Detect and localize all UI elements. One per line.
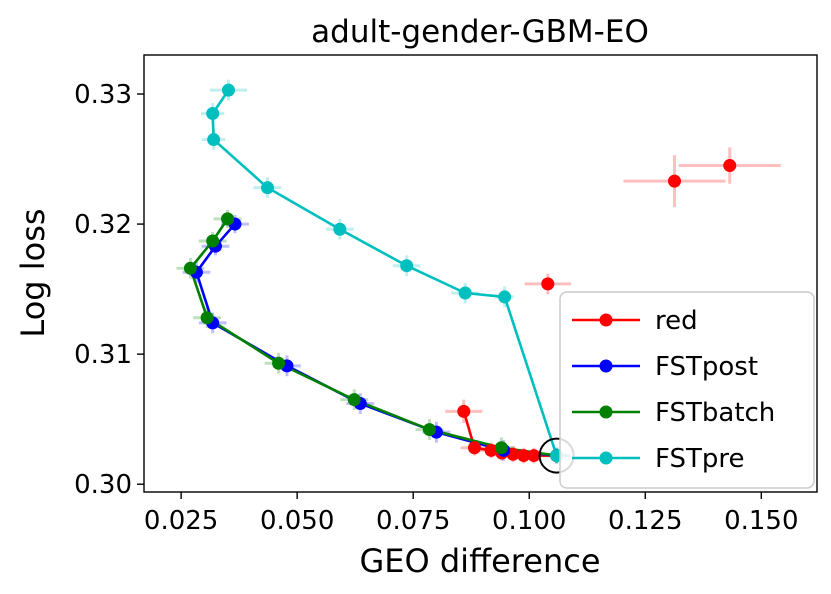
legend-marker-red	[599, 313, 613, 327]
legend-label-FSTpre: FSTpre	[655, 444, 745, 474]
y-tick-label: 0.33	[74, 80, 132, 110]
data-point-FSTpre	[333, 222, 347, 236]
data-point-FSTpre	[221, 83, 235, 97]
x-tick-label: 0.150	[724, 506, 798, 536]
data-point-FSTpre	[260, 181, 274, 195]
axes	[143, 54, 818, 493]
x-axis-label: GEO difference	[359, 542, 600, 580]
x-tick-label: 0.075	[376, 506, 450, 536]
legend-box	[559, 291, 815, 489]
data-point-FSTbatch	[206, 234, 220, 248]
data-point-red	[467, 441, 481, 455]
legend-label-FSTpost: FSTpost	[655, 352, 758, 382]
data-point-red	[517, 449, 531, 463]
x-tick-label: 0.025	[144, 506, 218, 536]
chart-title: adult-gender-GBM-EO	[311, 14, 649, 50]
data-point-red	[541, 277, 555, 291]
data-point-FSTpre	[498, 290, 512, 304]
data-point-FSTbatch	[183, 261, 197, 275]
data-point-FSTbatch	[272, 356, 286, 370]
plot-area	[176, 79, 781, 474]
y-tick-label: 0.32	[74, 210, 132, 240]
data-point-red	[668, 174, 682, 188]
y-axis-label: Log loss	[14, 208, 52, 337]
data-point-FSTpre	[206, 107, 220, 121]
axes-frame	[143, 54, 818, 493]
x-tick-label: 0.050	[260, 506, 334, 536]
data-point-FSTpre	[458, 286, 472, 300]
data-point-red	[723, 159, 737, 173]
legend-label-red: red	[655, 306, 698, 336]
data-point-FSTbatch	[494, 441, 508, 455]
legend-marker-FSTpost	[599, 359, 613, 373]
y-tick-label: 0.31	[74, 340, 132, 370]
data-point-FSTbatch	[347, 393, 361, 407]
data-point-red	[484, 443, 498, 457]
data-point-FSTpre	[207, 133, 221, 147]
x-tick-label: 0.100	[492, 506, 566, 536]
axis-ticks: 0.025 0.050 0.075 0.100 0.125 0.150 0.30 0.31 0.…	[74, 80, 798, 536]
data-point-red	[527, 449, 541, 463]
legend: red FSTpost FSTbatch FSTpre	[559, 291, 815, 489]
data-point-FSTbatch	[200, 311, 214, 325]
legend-marker-FSTpre	[599, 451, 613, 465]
y-tick-label: 0.30	[74, 470, 132, 500]
data-point-red	[457, 404, 471, 418]
data-point-FSTpre	[400, 259, 414, 273]
legend-label-FSTbatch: FSTbatch	[655, 398, 775, 428]
data-point-FSTbatch	[221, 212, 235, 226]
x-tick-label: 0.125	[608, 506, 682, 536]
data-point-FSTbatch	[422, 423, 436, 437]
legend-marker-FSTbatch	[599, 405, 613, 419]
